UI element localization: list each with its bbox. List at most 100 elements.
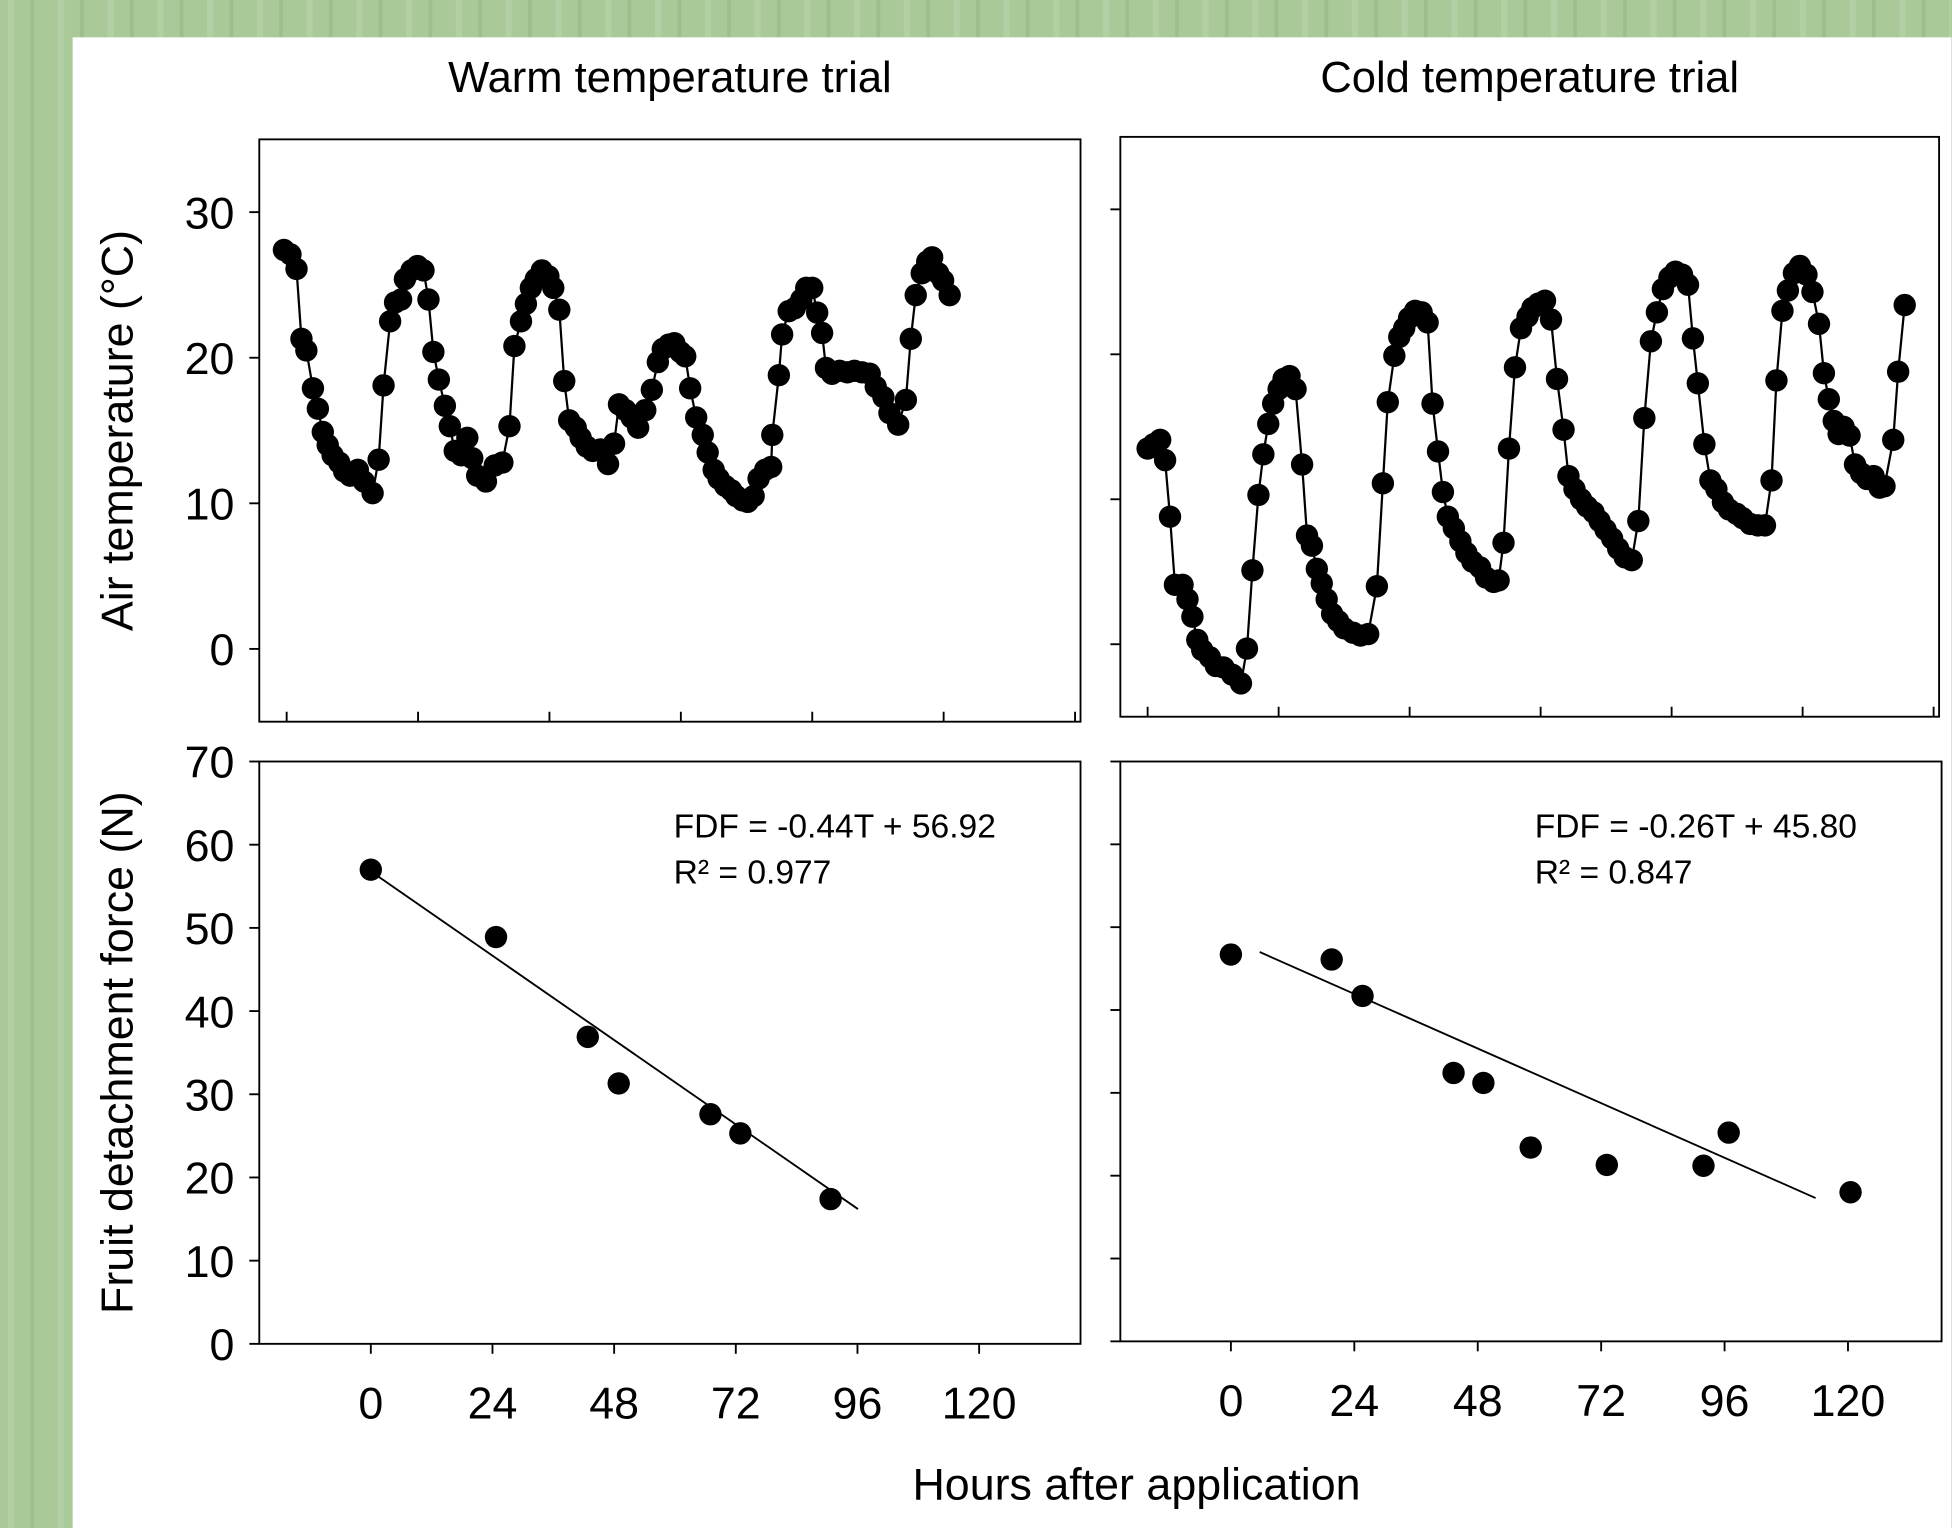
data-point bbox=[767, 364, 791, 387]
data-point bbox=[1497, 437, 1521, 460]
data-point bbox=[805, 301, 829, 324]
data-point bbox=[1681, 327, 1705, 350]
data-point bbox=[1519, 1136, 1542, 1159]
y-tick-label: 40 bbox=[185, 987, 235, 1037]
data-point bbox=[729, 1122, 752, 1145]
data-point bbox=[1351, 984, 1374, 1008]
data-point bbox=[1801, 280, 1824, 304]
data-point bbox=[696, 441, 719, 464]
data-point bbox=[417, 288, 440, 311]
data-point bbox=[602, 432, 626, 455]
y-tick-label: 70 bbox=[185, 738, 235, 788]
data-point bbox=[1416, 311, 1439, 334]
data-point bbox=[1545, 367, 1569, 391]
data-point bbox=[640, 378, 664, 401]
data-point bbox=[699, 1103, 722, 1126]
data-point bbox=[1320, 948, 1343, 971]
data-point bbox=[1300, 534, 1324, 557]
data-point bbox=[456, 426, 479, 450]
data-point bbox=[899, 327, 922, 351]
data-point bbox=[484, 925, 508, 949]
data-point bbox=[433, 394, 457, 417]
axes-frame bbox=[1119, 135, 1941, 718]
y-tick-label: 10 bbox=[185, 479, 235, 529]
data-point bbox=[1839, 1181, 1862, 1204]
data-point bbox=[1692, 1154, 1715, 1177]
data-point bbox=[1383, 344, 1406, 367]
x-tick-label: 48 bbox=[1453, 1376, 1503, 1426]
data-point bbox=[1795, 263, 1818, 286]
data-point bbox=[1148, 428, 1172, 452]
plot-area bbox=[72, 37, 1952, 1528]
data-point bbox=[389, 288, 413, 311]
y-tick-label: 60 bbox=[185, 821, 235, 871]
data-point bbox=[1284, 377, 1307, 401]
x-tick-label: 120 bbox=[942, 1379, 1017, 1429]
data-point bbox=[1817, 388, 1841, 411]
data-point bbox=[634, 398, 657, 422]
data-point bbox=[1365, 575, 1389, 598]
data-point bbox=[678, 377, 702, 400]
x-tick-label: 24 bbox=[1329, 1376, 1379, 1426]
data-point bbox=[301, 377, 325, 400]
panel-title: Cold temperature trial bbox=[1320, 54, 1739, 102]
data-point bbox=[367, 448, 390, 471]
data-point bbox=[801, 276, 824, 300]
data-point bbox=[596, 452, 620, 476]
data-point bbox=[553, 369, 576, 393]
data-point bbox=[691, 423, 714, 447]
x-tick-label: 96 bbox=[833, 1379, 883, 1429]
data-point bbox=[1693, 432, 1716, 456]
data-point bbox=[1717, 1121, 1740, 1144]
data-point bbox=[1241, 559, 1264, 582]
data-point bbox=[1235, 637, 1259, 660]
x-tick-label: 72 bbox=[1576, 1376, 1626, 1426]
x-axis-label: Hours after application bbox=[912, 1459, 1360, 1509]
data-point bbox=[1153, 448, 1177, 472]
data-point bbox=[1620, 548, 1643, 572]
data-point bbox=[742, 484, 765, 508]
data-point bbox=[810, 321, 834, 345]
data-point bbox=[1886, 360, 1910, 383]
y-axis-label: Air temperature (°C) bbox=[92, 230, 142, 631]
data-point bbox=[607, 1072, 630, 1095]
data-point bbox=[770, 323, 794, 346]
data-point bbox=[1503, 356, 1527, 379]
x-tick-label: 0 bbox=[358, 1379, 383, 1429]
axes-frame bbox=[258, 138, 1082, 723]
data-point bbox=[306, 397, 330, 420]
data-point bbox=[412, 259, 435, 282]
data-point bbox=[1252, 443, 1275, 466]
data-point bbox=[1290, 453, 1314, 476]
data-point bbox=[1181, 605, 1204, 628]
data-point bbox=[1552, 418, 1575, 441]
data-point bbox=[1533, 289, 1557, 312]
data-point bbox=[759, 455, 783, 479]
data-point bbox=[684, 406, 708, 429]
data-point bbox=[1472, 1071, 1495, 1095]
data-point bbox=[1893, 293, 1916, 317]
y-tick-label: 50 bbox=[185, 904, 235, 954]
data-point bbox=[427, 368, 451, 391]
data-point bbox=[295, 339, 318, 362]
data-point bbox=[1595, 1153, 1619, 1177]
data-point bbox=[378, 310, 402, 333]
y-tick-label: 20 bbox=[185, 1154, 235, 1204]
y-tick-label: 30 bbox=[185, 188, 235, 238]
data-point bbox=[1771, 299, 1794, 323]
data-point bbox=[1442, 1061, 1465, 1085]
panel-title: Warm temperature trial bbox=[448, 54, 892, 102]
data-point bbox=[1812, 361, 1836, 385]
data-point bbox=[1753, 514, 1777, 537]
data-point bbox=[1873, 475, 1896, 498]
data-point bbox=[1229, 672, 1253, 695]
x-tick-label: 48 bbox=[589, 1379, 639, 1429]
data-point bbox=[1176, 588, 1199, 611]
data-point bbox=[1219, 943, 1243, 966]
x-tick-label: 96 bbox=[1700, 1376, 1750, 1426]
y-axis-label: Fruit detachment force (N) bbox=[92, 791, 142, 1314]
data-point bbox=[1492, 531, 1515, 554]
data-point bbox=[509, 310, 533, 333]
data-point bbox=[1431, 480, 1455, 504]
